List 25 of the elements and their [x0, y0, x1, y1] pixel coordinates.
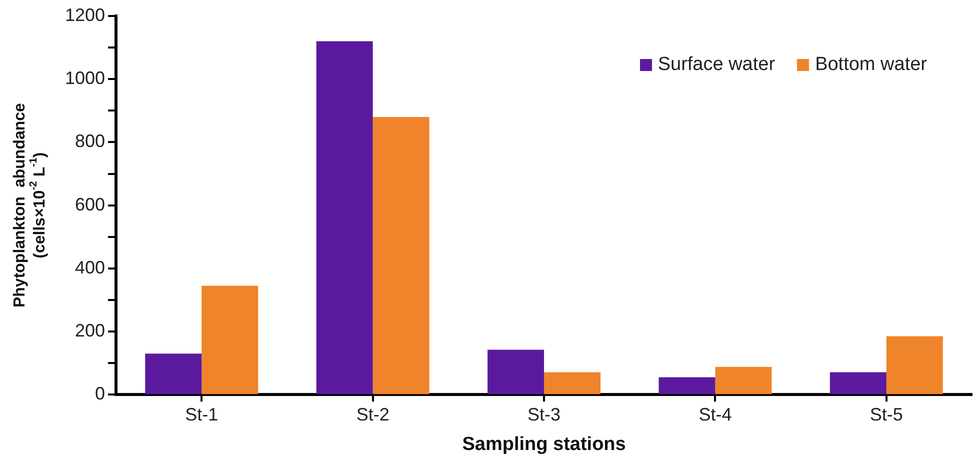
bar — [145, 354, 202, 394]
bar — [316, 41, 373, 394]
y-tick-label: 800 — [74, 131, 106, 152]
x-tick-label: St-4 — [698, 404, 732, 424]
bar — [544, 372, 601, 394]
bar — [202, 286, 258, 394]
bar — [488, 350, 544, 394]
x-tick-label: St-3 — [528, 404, 561, 424]
y-tick-label: 1200 — [64, 4, 106, 25]
legend-label: Surface water — [658, 54, 776, 76]
bar — [715, 366, 772, 394]
x-tick-label: St-1 — [185, 404, 218, 424]
bar — [830, 372, 886, 394]
y-tick-label: 200 — [74, 320, 106, 340]
x-tick-label: St-5 — [870, 404, 903, 424]
bar — [886, 336, 943, 394]
y-tick-label: 1000 — [64, 68, 106, 88]
y-tick-label: 400 — [74, 257, 106, 278]
y-tick-label: 600 — [74, 194, 106, 214]
x-axis-title: Sampling stations — [462, 434, 626, 455]
x-tick-label: St-2 — [356, 404, 390, 424]
y-tick-label: 0 — [95, 384, 106, 404]
bar — [658, 377, 716, 394]
bar — [372, 116, 430, 394]
legend-label: Bottom water — [815, 54, 927, 76]
